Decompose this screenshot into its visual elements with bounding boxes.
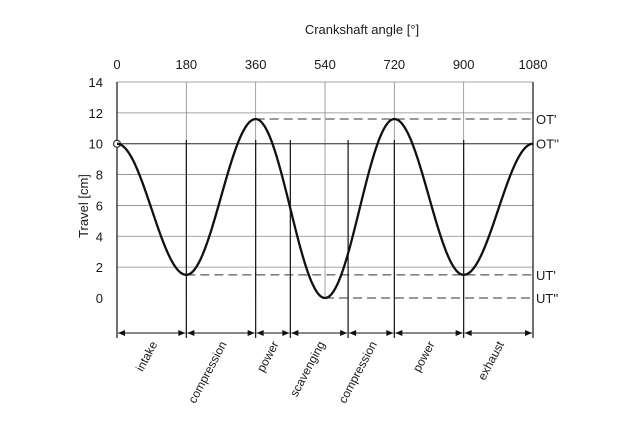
y-tick-label: 6 bbox=[96, 198, 103, 213]
phase-arrowhead bbox=[395, 330, 403, 336]
x-tick-label: 180 bbox=[175, 57, 197, 72]
phase-arrowhead bbox=[340, 330, 348, 336]
phase-arrowhead bbox=[349, 330, 357, 336]
phase-boundaries bbox=[112, 82, 534, 338]
phase-arrowhead bbox=[464, 330, 472, 336]
phase-label: power bbox=[254, 339, 282, 374]
phase-labels: intake compression power scavenging compress… bbox=[133, 338, 507, 405]
phase-arrowhead bbox=[291, 330, 299, 336]
phase-arrowhead bbox=[256, 330, 264, 336]
phase-arrowhead bbox=[178, 330, 186, 336]
tick-labels: 0 2 4 6 8 10 12 14 0 180 360 540 720 900 1080 bbox=[89, 57, 548, 306]
phase-arrowhead bbox=[525, 330, 532, 336]
phase-label: compression bbox=[185, 339, 229, 406]
x-tick-label: 1080 bbox=[519, 57, 548, 72]
phase-label: intake bbox=[133, 339, 161, 374]
y-tick-label: 0 bbox=[96, 291, 103, 306]
y-tick-label: 2 bbox=[96, 260, 103, 275]
x-tick-label: 720 bbox=[383, 57, 405, 72]
phase-arrowhead bbox=[455, 330, 463, 336]
reference-lines: OT' OT'' UT' UT'' bbox=[117, 112, 559, 306]
reference-label: UT' bbox=[536, 268, 556, 283]
phase-label: compression bbox=[336, 339, 380, 406]
x-tick-label: 540 bbox=[314, 57, 336, 72]
y-axis-title: Travel [cm] bbox=[76, 174, 91, 238]
travel-curve bbox=[116, 117, 534, 300]
reference-label: OT'' bbox=[536, 137, 559, 152]
phase-label: scavenging bbox=[287, 339, 328, 399]
phase-arrowhead bbox=[247, 330, 255, 336]
x-tick-label: 0 bbox=[113, 57, 120, 72]
phase-arrowhead bbox=[187, 330, 195, 336]
phase-arrowhead bbox=[282, 330, 290, 336]
reference-label: UT'' bbox=[536, 291, 558, 306]
phase-label: power bbox=[410, 339, 438, 374]
reference-label: OT' bbox=[536, 112, 557, 127]
phase-label: exhaust bbox=[475, 338, 507, 382]
y-tick-label: 14 bbox=[89, 75, 103, 90]
x-axis-title: Crankshaft angle [°] bbox=[305, 22, 419, 37]
x-tick-label: 900 bbox=[453, 57, 475, 72]
y-tick-label: 10 bbox=[89, 137, 103, 152]
phase-arrowhead bbox=[118, 330, 125, 336]
y-tick-label: 12 bbox=[89, 106, 103, 121]
x-tick-label: 360 bbox=[245, 57, 267, 72]
y-tick-label: 4 bbox=[96, 229, 103, 244]
y-tick-label: 8 bbox=[96, 168, 103, 183]
phase-arrowhead bbox=[386, 330, 394, 336]
gridlines bbox=[116, 81, 534, 298]
